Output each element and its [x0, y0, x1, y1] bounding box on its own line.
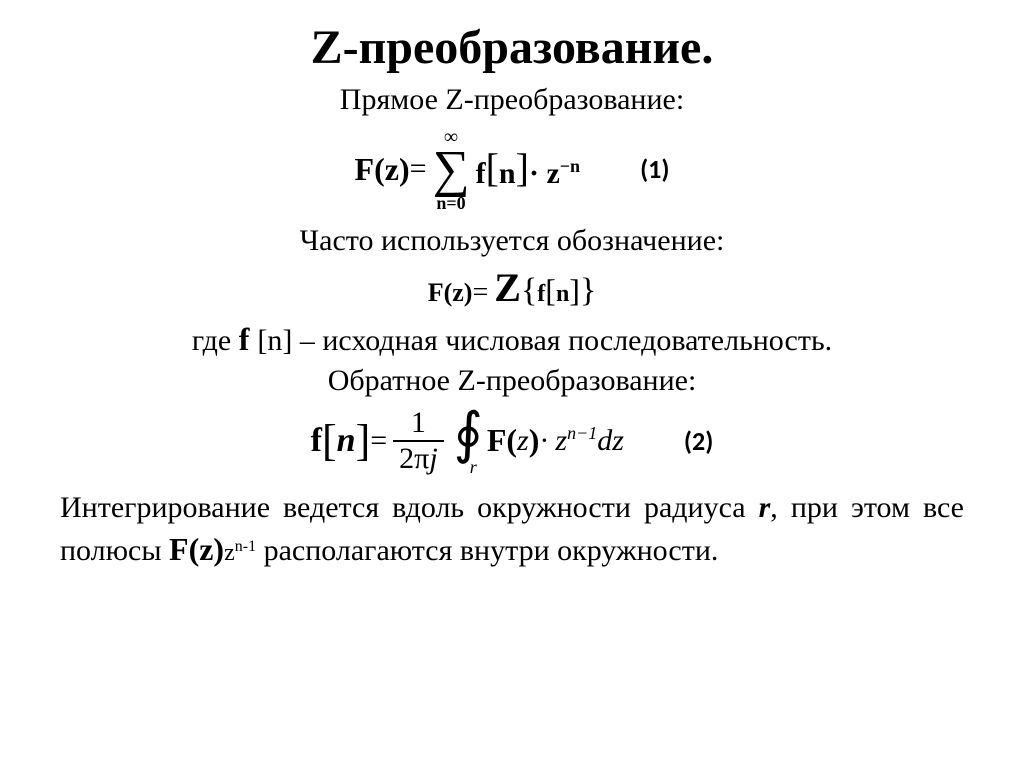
para-part3: располагаются внутри окружности. — [256, 534, 718, 567]
equation-1-label: (1) — [640, 153, 669, 185]
z-operator: Z — [494, 264, 521, 311]
summation-symbol: ∞ ∑ n=0 — [433, 127, 470, 212]
explanation-paragraph: Интегрирование ведется вдоль окружности … — [60, 488, 964, 572]
eq1-f: f — [476, 157, 486, 190]
eq3-dot: · — [539, 424, 549, 458]
eq2-n: n — [556, 281, 569, 307]
where-f: f — [239, 321, 258, 357]
eq2-equals: = — [472, 277, 488, 309]
eq3-z-arg: z — [517, 424, 529, 458]
notation-heading: Часто используется обозначение: — [60, 224, 964, 258]
eq1-dot: · — [529, 157, 539, 190]
eq3-z-power: zn−1 — [555, 423, 597, 458]
eq1-exp: −n — [560, 156, 580, 176]
contour-integral: ∮ r — [454, 406, 483, 476]
right-brace: } — [580, 272, 596, 310]
numerator: 1 — [405, 408, 432, 440]
denominator: 2πj — [393, 442, 444, 474]
para-r: r — [759, 491, 771, 524]
equation-2-label: (2) — [684, 425, 713, 457]
eq1-z: z — [539, 157, 560, 190]
inverse-transform-heading: Обратное Z-преобразование: — [60, 364, 964, 398]
eq1-lhs: F(z) — [355, 151, 410, 188]
left-brace: { — [521, 272, 537, 310]
oint-icon: ∮ — [454, 406, 483, 462]
where-suffix: – исходная числовая последовательность. — [292, 324, 832, 357]
eq3-F: F( — [487, 422, 517, 459]
para-exp: n-1 — [235, 538, 256, 555]
integral-path: r — [470, 458, 477, 476]
eq3-close-paren: ) — [529, 422, 540, 459]
eq3-dz: dz — [597, 424, 624, 458]
eq3-f: f — [311, 422, 322, 460]
where-prefix: где — [192, 324, 239, 357]
eq1-equals: = — [410, 152, 427, 186]
eq3-lhs: f[n] — [311, 415, 371, 466]
equation-2: f[n] = 1 2πj ∮ r F( z)· zn−1dz (2) — [60, 406, 964, 476]
sum-lower-limit: n=0 — [436, 194, 465, 212]
eq1-n: n — [499, 157, 516, 190]
eq2-lhs: F(z) — [428, 278, 473, 308]
direct-transform-heading: Прямое Z-преобразование: — [60, 83, 964, 117]
eq3-equals: = — [370, 424, 387, 458]
where-bracket-n: [n] — [257, 324, 292, 357]
where-clause: где f [n] – исходная числовая последоват… — [60, 321, 964, 358]
fraction: 1 2πj — [393, 408, 444, 474]
page-title: Z-преобразование. — [60, 20, 964, 75]
para-z: z — [224, 540, 235, 566]
eq3-n: n — [337, 422, 356, 460]
equation-1: F(z) = ∞ ∑ n=0 f[n]· z−n (1) — [60, 127, 964, 212]
para-part1: Интегрирование ведется вдоль окружности … — [60, 491, 759, 524]
equation-z-notation: F(z) = Z{f[n]} — [60, 264, 964, 311]
para-fz: F(z) — [169, 531, 224, 567]
sigma-icon: ∑ — [433, 147, 470, 194]
eq1-term: f[n]· z−n — [476, 146, 580, 193]
